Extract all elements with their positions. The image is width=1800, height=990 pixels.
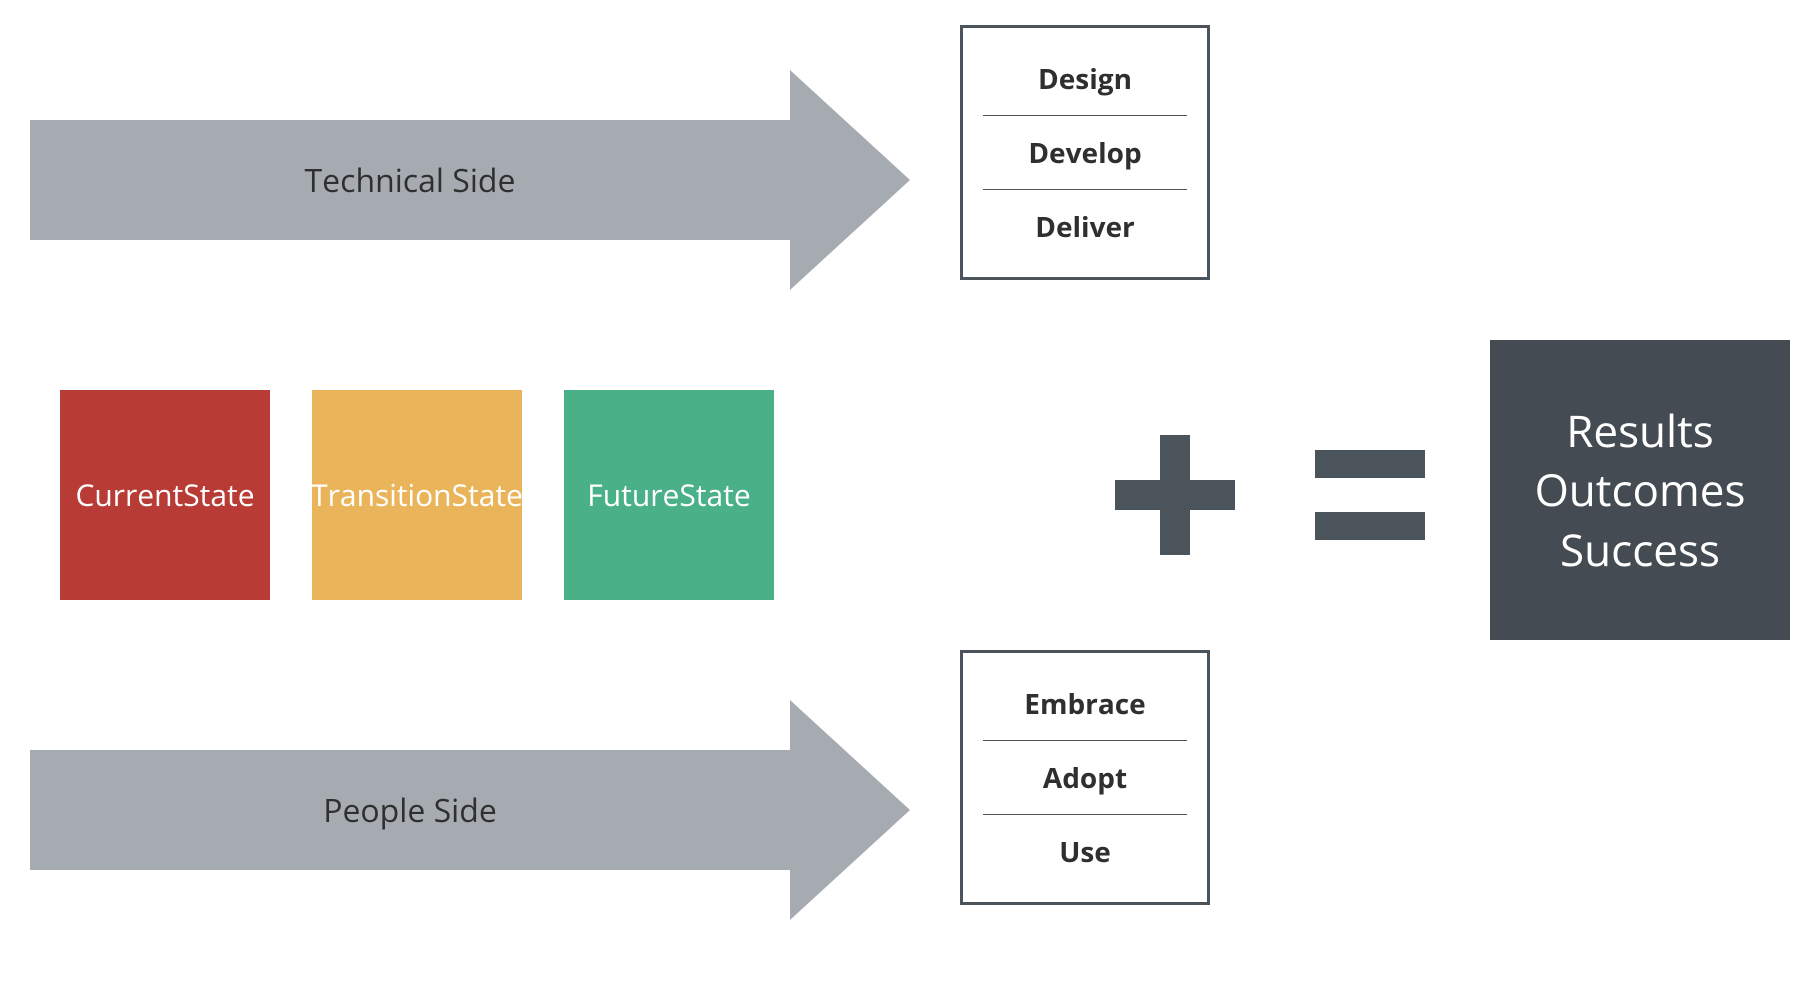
list-item: Develop: [983, 116, 1187, 189]
state-label-line: State: [183, 476, 254, 514]
arrow-head-icon: [790, 70, 910, 290]
people-side-arrow-shaft: People Side: [30, 750, 790, 870]
equals-bottom-bar: [1315, 512, 1425, 540]
transition-state-block: TransitionState: [312, 390, 522, 600]
future-state-block: FutureState: [564, 390, 774, 600]
technical-side-label: Technical Side: [305, 159, 516, 202]
equals-icon: [1315, 450, 1425, 540]
equals-top-bar: [1315, 450, 1425, 478]
state-label-line: Transition: [311, 476, 451, 514]
technical-side-arrow-shaft: Technical Side: [30, 120, 790, 240]
arrow-head-icon: [790, 700, 910, 920]
diagram-canvas: Technical Side People Side CurrentState …: [0, 0, 1800, 990]
results-box: ResultsOutcomesSuccess: [1490, 340, 1790, 640]
results-line: Success: [1560, 520, 1720, 579]
results-line: Results: [1566, 401, 1714, 460]
technical-outputs-box: DesignDevelopDeliver: [960, 25, 1210, 280]
state-label-line: Current: [75, 476, 183, 514]
technical-side-arrow: Technical Side: [30, 70, 910, 290]
current-state-block: CurrentState: [60, 390, 270, 600]
state-label-line: State: [679, 476, 750, 514]
list-item: Use: [983, 815, 1187, 888]
list-item: Embrace: [983, 667, 1187, 740]
state-label-line: Future: [587, 476, 679, 514]
list-item: Deliver: [983, 190, 1187, 263]
people-side-label: People Side: [323, 789, 497, 832]
results-line: Outcomes: [1535, 460, 1746, 519]
state-label-line: State: [452, 476, 523, 514]
list-item: Adopt: [983, 741, 1187, 814]
plus-icon: [1115, 435, 1235, 555]
plus-vertical-bar: [1160, 435, 1190, 555]
list-item: Design: [983, 42, 1187, 115]
people-outputs-box: EmbraceAdoptUse: [960, 650, 1210, 905]
people-side-arrow: People Side: [30, 700, 910, 920]
